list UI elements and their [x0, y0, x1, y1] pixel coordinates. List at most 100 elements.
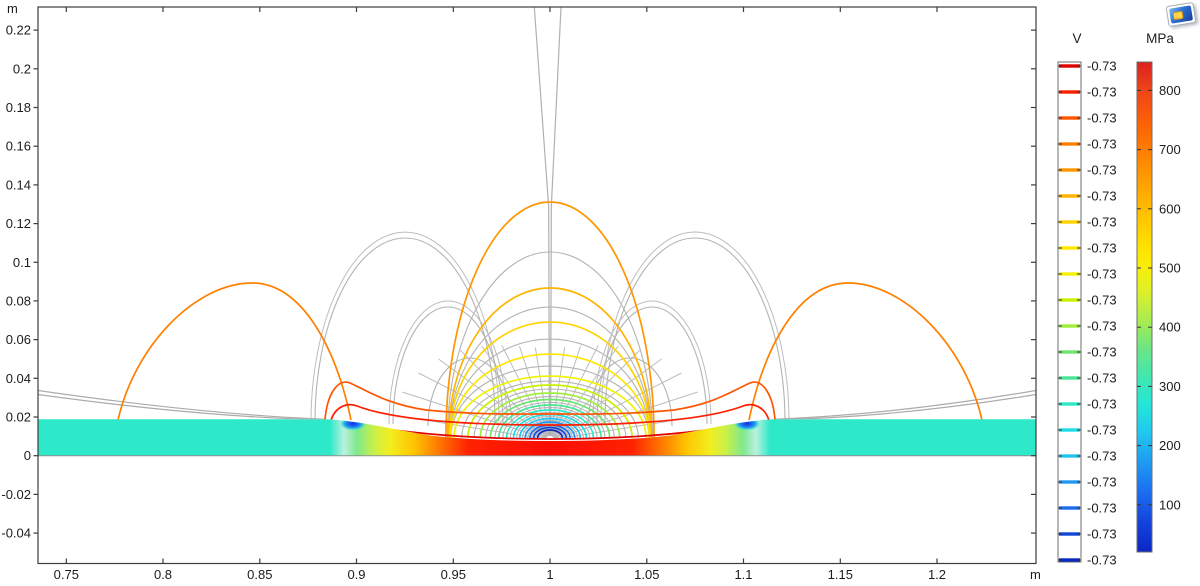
contour-legend-value: -0.73	[1087, 553, 1117, 568]
contour-legend-value: -0.73	[1087, 449, 1117, 464]
contour-legend-swatch	[1059, 194, 1080, 198]
comsol-snapshot-icon[interactable]	[1165, 1, 1197, 28]
indenter-outline	[774, 389, 1036, 420]
contour-legend-swatch	[1059, 376, 1080, 380]
x-axis-unit-label: m	[1030, 567, 1041, 582]
gray-contour-arc	[531, 425, 569, 439]
potential-contour-arc	[518, 417, 582, 439]
contour-legend-swatch	[1059, 558, 1080, 562]
x-tick-label: 1.1	[734, 567, 752, 582]
gray-contour-arc	[450, 365, 650, 439]
y-tick-label: 0.22	[6, 23, 31, 38]
contour-legend-swatch	[1059, 116, 1080, 120]
contour-legend-value: -0.73	[1087, 267, 1117, 282]
contour-legend-frame	[1057, 61, 1082, 563]
colorbar-tick-label: 500	[1159, 261, 1181, 276]
indenter-outline	[38, 389, 326, 420]
snapshot-icon-dot	[1172, 10, 1184, 21]
field-streamline	[551, 345, 619, 438]
potential-contour-arc	[524, 421, 576, 439]
contour-legend-value: -0.73	[1087, 501, 1117, 516]
colorbar-tick-label: 600	[1159, 201, 1181, 216]
indenter-outline	[772, 393, 1036, 421]
x-tick-label: 0.8	[154, 567, 172, 582]
y-tick-label: 0.2	[13, 61, 31, 76]
gray-contour-arc	[516, 415, 584, 439]
contour-legend-value: -0.73	[1087, 527, 1117, 542]
potential-contour-arc	[453, 375, 647, 439]
gray-contour-arc	[522, 419, 578, 439]
y-tick-label: -0.04	[1, 526, 31, 541]
gray-contour-arc	[509, 411, 591, 439]
gray-contour-lobe	[427, 357, 513, 427]
low-stress-spot	[340, 419, 366, 431]
contour-legend-value: -0.73	[1087, 137, 1117, 152]
gray-contour-lobe	[604, 237, 786, 423]
gray-contour-lobe	[600, 231, 790, 423]
gray-contour-arc	[527, 423, 573, 439]
stress-surface-band	[38, 419, 1036, 456]
contour-legend-value: -0.73	[1087, 371, 1117, 386]
contour-legend-value: -0.73	[1087, 293, 1117, 308]
gray-contour-lobe	[310, 231, 500, 423]
contour-legend-swatch	[1059, 428, 1080, 432]
contour-legend-value: -0.73	[1087, 423, 1117, 438]
gray-contour-arc	[449, 338, 651, 439]
contour-legend-swatch	[1059, 506, 1080, 510]
stress-colorbar	[1136, 61, 1153, 553]
gray-contour-arc	[473, 388, 627, 439]
axis-streamline	[549, 7, 562, 437]
potential-contour-arc	[489, 398, 611, 439]
colorbar-tick-label: 700	[1159, 142, 1181, 157]
potential-contour-arc	[467, 384, 633, 439]
contour-plot	[38, 7, 1036, 440]
contour-legend-swatch	[1059, 246, 1080, 250]
x-tick-label: 0.95	[441, 567, 466, 582]
plot-frame	[37, 6, 1037, 565]
contour-legend-swatch	[1059, 480, 1080, 484]
axis-streamline	[533, 7, 551, 437]
y-tick-label: 0.16	[6, 139, 31, 154]
colorbar-tick-label: 800	[1159, 83, 1181, 98]
x-tick-label: 1.2	[928, 567, 946, 582]
gray-contour-arc	[543, 433, 557, 439]
y-axis-unit-label: m	[7, 1, 18, 16]
contour-legend-swatch	[1059, 90, 1080, 94]
y-tick-label: 0.04	[6, 371, 31, 386]
colorbar-tick-label: 200	[1159, 438, 1181, 453]
indenter-outline	[38, 393, 328, 421]
colorbar-tick-label: 400	[1159, 320, 1181, 335]
gray-contour-lobe	[587, 357, 673, 427]
y-tick-label: 0.18	[6, 100, 31, 115]
y-tick-label: 0.1	[13, 255, 31, 270]
y-tick-label: 0.08	[6, 293, 31, 308]
contour-legend-swatch	[1059, 324, 1080, 328]
potential-contour-arc	[449, 353, 651, 439]
contour-legend-value: -0.73	[1087, 59, 1117, 74]
y-tick-label: 0	[24, 448, 31, 463]
contour-legend-value: -0.73	[1087, 397, 1117, 412]
gray-contour-lobe	[392, 306, 504, 425]
contour-legend-swatch	[1059, 298, 1080, 302]
potential-contour-lobe	[748, 282, 983, 421]
y-tick-label: 0.02	[6, 410, 31, 425]
y-tick-label: 0.12	[6, 216, 31, 231]
contour-legend-value: -0.73	[1087, 215, 1117, 230]
contour-legend-value: -0.73	[1087, 475, 1117, 490]
x-tick-label: 1	[546, 567, 553, 582]
potential-contour-arc	[536, 429, 564, 439]
potential-contour-lobe	[330, 403, 770, 426]
gray-contour-lobe	[388, 300, 508, 425]
field-streamline	[481, 345, 549, 438]
y-tick-label: 0.14	[6, 177, 31, 192]
contour-legend-swatch	[1059, 220, 1080, 224]
contour-legend-value: -0.73	[1087, 189, 1117, 204]
contour-legend-value: -0.73	[1087, 345, 1117, 360]
gray-contour-arc	[494, 401, 606, 439]
contour-legend-value: -0.73	[1087, 85, 1117, 100]
contour-legend-value: -0.73	[1087, 319, 1117, 334]
contour-legend-value: -0.73	[1087, 163, 1117, 178]
x-tick-label: 1.05	[634, 567, 659, 582]
potential-contour-arc	[505, 409, 595, 439]
